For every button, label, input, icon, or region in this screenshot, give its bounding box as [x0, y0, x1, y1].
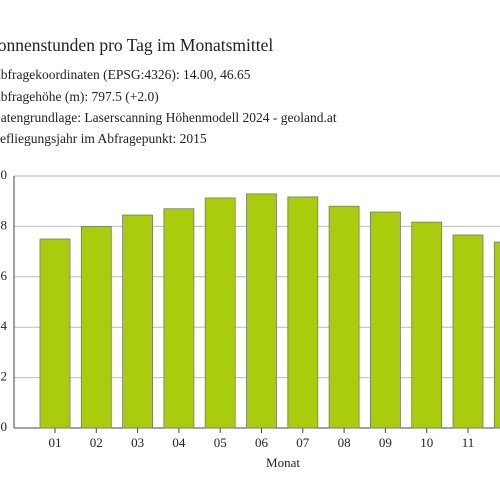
subtitle: Befliegungsjahr im Abfragepunkt: 2015: [0, 131, 207, 146]
x-tick-label: 11: [462, 435, 475, 450]
y-tick-label: 4: [1, 318, 8, 333]
y-tick-label: 8: [1, 217, 8, 232]
x-tick-label: 01: [49, 435, 62, 450]
y-tick-label: 2: [1, 369, 8, 384]
x-tick-label: 03: [131, 435, 144, 450]
bar: [287, 196, 319, 429]
x-axis-label: Monat: [266, 455, 300, 470]
x-tick-label: 07: [296, 435, 310, 450]
bar: [411, 221, 443, 429]
bar: [493, 241, 500, 429]
bar: [163, 208, 195, 429]
subtitle: Abfragehöhe (m): 797.5 (+2.0): [0, 89, 159, 104]
bar: [246, 193, 277, 429]
x-tick-label: 04: [172, 435, 186, 450]
x-tick-label: 10: [420, 435, 433, 450]
bar: [328, 205, 360, 429]
bar: [204, 197, 236, 429]
x-tick-label: 09: [379, 435, 392, 450]
bar: [122, 214, 153, 429]
x-tick-label: 08: [338, 435, 351, 450]
subtitle: Abfragekoordinaten (EPSG:4326): 14.00, 4…: [0, 67, 251, 82]
bar: [369, 211, 401, 429]
y-tick-label: 0: [1, 419, 8, 434]
bar: [80, 225, 112, 429]
y-tick-label: 10: [0, 167, 7, 182]
chart-title: Sonnenstunden pro Tag im Monatsmittel: [0, 35, 273, 55]
x-tick-label: 06: [255, 435, 269, 450]
x-tick-label: 05: [214, 435, 227, 450]
subtitle: Datengrundlage: Laserscanning Höhenmodel…: [0, 110, 337, 125]
x-tick-label: 02: [90, 435, 103, 450]
bar: [39, 238, 71, 429]
bar: [452, 234, 484, 429]
y-tick-label: 6: [1, 268, 8, 283]
